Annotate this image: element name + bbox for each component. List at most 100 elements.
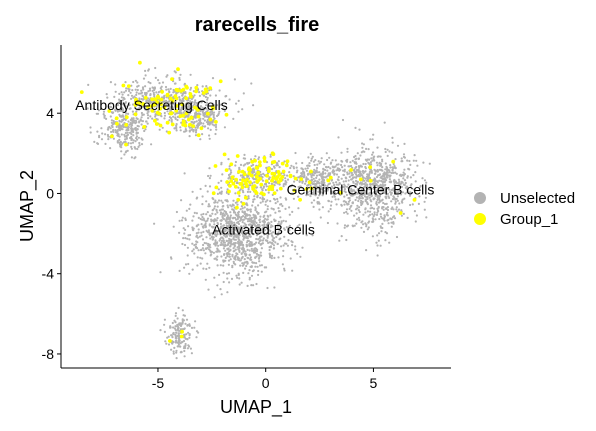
data-point-unselected — [370, 171, 373, 174]
data-point-unselected — [321, 206, 324, 209]
data-point-group-1 — [214, 185, 219, 190]
data-point-unselected — [206, 262, 209, 265]
data-point-unselected — [311, 234, 314, 237]
data-point-unselected — [395, 235, 399, 239]
data-point-unselected — [376, 164, 379, 167]
data-point-unselected — [172, 225, 175, 228]
data-point-unselected — [291, 210, 294, 213]
data-point-unselected — [183, 314, 186, 317]
data-point-unselected — [363, 183, 366, 186]
data-point-unselected — [352, 181, 355, 184]
data-point-unselected — [249, 223, 252, 226]
data-point-unselected — [268, 248, 271, 252]
data-point-unselected — [301, 175, 304, 178]
cluster-label: Activated B cells — [212, 222, 315, 238]
data-point-unselected — [384, 178, 387, 181]
data-point-unselected — [130, 135, 133, 138]
data-point-unselected — [209, 249, 212, 252]
data-point-unselected — [174, 100, 177, 103]
data-point-unselected — [158, 82, 161, 85]
data-point-unselected — [131, 141, 135, 144]
data-point-unselected — [293, 180, 296, 183]
data-point-unselected — [189, 203, 192, 206]
data-point-unselected — [361, 200, 364, 203]
data-point-unselected — [268, 182, 271, 185]
data-point-unselected — [331, 159, 334, 162]
data-point-unselected — [282, 183, 285, 186]
data-point-unselected — [149, 93, 152, 96]
data-point-group-1 — [349, 168, 353, 172]
data-point-unselected — [173, 102, 176, 106]
data-point-unselected — [277, 210, 281, 213]
data-point-unselected — [214, 94, 217, 97]
data-point-unselected — [287, 239, 290, 242]
data-point-unselected — [219, 243, 222, 247]
data-point-unselected — [363, 192, 366, 195]
data-point-unselected — [263, 225, 266, 228]
data-point-unselected — [105, 117, 108, 120]
data-point-unselected — [152, 100, 155, 104]
data-point-unselected — [192, 95, 195, 98]
data-point-unselected — [153, 222, 156, 225]
data-point-group-1 — [266, 169, 271, 174]
data-point-group-1 — [186, 117, 191, 122]
data-point-unselected — [196, 123, 199, 126]
data-point-unselected — [216, 223, 220, 226]
data-point-unselected — [353, 176, 356, 179]
data-point-unselected — [217, 199, 221, 202]
data-point-unselected — [246, 284, 249, 287]
data-point-unselected — [185, 318, 189, 321]
data-point-unselected — [354, 161, 358, 164]
data-point-unselected — [191, 242, 194, 245]
data-point-unselected — [264, 188, 267, 192]
data-point-unselected — [404, 192, 407, 195]
data-point-unselected — [381, 174, 384, 178]
data-point-unselected — [181, 216, 184, 219]
data-point-unselected — [329, 207, 332, 211]
data-point-unselected — [355, 173, 358, 176]
data-point-unselected — [296, 169, 299, 172]
data-point-unselected — [324, 165, 328, 169]
data-point-unselected — [123, 133, 126, 136]
data-point-unselected — [201, 238, 205, 241]
data-point-unselected — [242, 247, 245, 250]
data-point-unselected — [127, 120, 130, 123]
legend-label: Group_1 — [500, 211, 558, 228]
data-point-unselected — [326, 184, 329, 187]
data-point-unselected — [241, 189, 244, 192]
data-point-unselected — [214, 213, 217, 216]
data-point-unselected — [184, 337, 187, 340]
data-point-unselected — [323, 186, 327, 189]
data-point-unselected — [181, 319, 184, 322]
data-point-unselected — [185, 109, 188, 112]
data-point-unselected — [194, 115, 197, 118]
data-point-unselected — [227, 228, 230, 231]
data-point-group-1 — [206, 111, 210, 116]
data-point-unselected — [349, 185, 352, 188]
data-point-unselected — [318, 185, 321, 188]
data-point-unselected — [382, 201, 385, 205]
data-point-unselected — [264, 203, 267, 206]
data-point-unselected — [110, 106, 113, 109]
data-point-unselected — [373, 213, 376, 216]
data-point-unselected — [286, 174, 289, 177]
data-point-unselected — [229, 169, 232, 172]
data-point-unselected — [414, 171, 417, 174]
data-point-unselected — [120, 157, 123, 160]
data-point-unselected — [234, 238, 237, 241]
data-point-unselected — [376, 146, 379, 149]
data-point-unselected — [257, 257, 261, 260]
data-point-unselected — [238, 283, 241, 286]
data-point-unselected — [223, 126, 226, 129]
data-point-unselected — [178, 76, 181, 80]
data-point-unselected — [136, 108, 139, 111]
data-point-unselected — [309, 195, 312, 198]
data-point-unselected — [124, 109, 128, 112]
data-point-unselected — [380, 230, 383, 233]
data-point-unselected — [272, 165, 276, 168]
data-point-unselected — [154, 66, 157, 70]
data-point-unselected — [384, 168, 387, 171]
data-point-unselected — [132, 134, 135, 137]
data-point-unselected — [324, 176, 327, 179]
data-point-unselected — [249, 256, 252, 259]
